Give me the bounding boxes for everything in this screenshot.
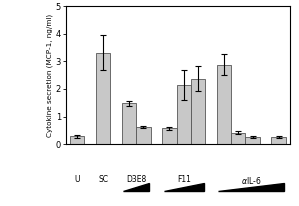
Bar	[136, 127, 151, 144]
Bar	[271, 137, 286, 144]
Polygon shape	[164, 183, 204, 191]
Bar	[122, 103, 136, 144]
Bar	[177, 85, 191, 144]
Bar	[70, 136, 84, 144]
Bar	[191, 78, 205, 144]
Text: $\alpha$IL-6: $\alpha$IL-6	[241, 174, 262, 186]
Bar	[231, 133, 245, 144]
Bar	[217, 65, 231, 144]
Bar	[162, 128, 177, 144]
Bar	[245, 137, 260, 144]
Polygon shape	[218, 183, 284, 191]
Text: F11: F11	[177, 174, 191, 184]
Polygon shape	[123, 183, 149, 191]
Text: D3E8: D3E8	[126, 174, 147, 184]
Text: U: U	[74, 174, 80, 184]
Y-axis label: Cytokine secretion (MCP-1, ng/ml): Cytokine secretion (MCP-1, ng/ml)	[46, 14, 53, 137]
Text: SC: SC	[98, 174, 108, 184]
Bar	[96, 53, 110, 144]
